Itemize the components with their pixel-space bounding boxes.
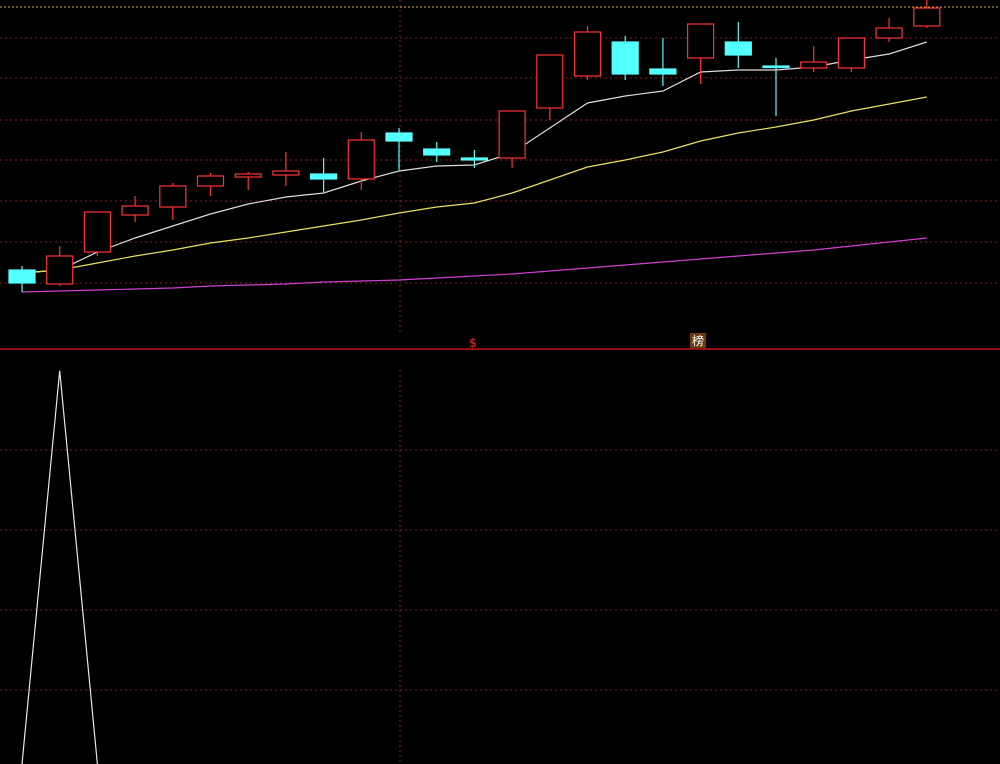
- candle-body: [800, 61, 828, 69]
- candle-body: [234, 173, 262, 178]
- annotation: 榜: [692, 333, 704, 348]
- candle-body: [46, 255, 74, 285]
- candle-body: [573, 31, 602, 77]
- candle-body: [724, 41, 752, 56]
- candle-body: [762, 65, 790, 69]
- candle-body: [649, 68, 677, 75]
- candle-body: [83, 211, 112, 253]
- candle-body: [875, 27, 903, 39]
- candle-body: [310, 173, 338, 180]
- candle-body: [121, 205, 149, 216]
- ma-line: [21, 237, 927, 293]
- candle-body: [8, 269, 36, 284]
- candle-body: [498, 110, 526, 159]
- candle-body: [385, 132, 413, 142]
- candle-body: [913, 7, 941, 27]
- candle-body: [686, 23, 715, 59]
- annotation-box: [690, 333, 706, 348]
- candle-body: [272, 170, 300, 176]
- candle-body: [347, 139, 375, 180]
- candle-body: [159, 185, 187, 208]
- candle-body: [196, 175, 225, 187]
- candle-body: [460, 157, 488, 161]
- candle-body: [611, 41, 639, 75]
- candle-body: [423, 148, 451, 156]
- annotation: $: [469, 336, 477, 350]
- candle-body: [837, 37, 866, 69]
- indicator-line: [21, 370, 98, 764]
- ma-line: [21, 96, 927, 274]
- candle-body: [536, 54, 564, 109]
